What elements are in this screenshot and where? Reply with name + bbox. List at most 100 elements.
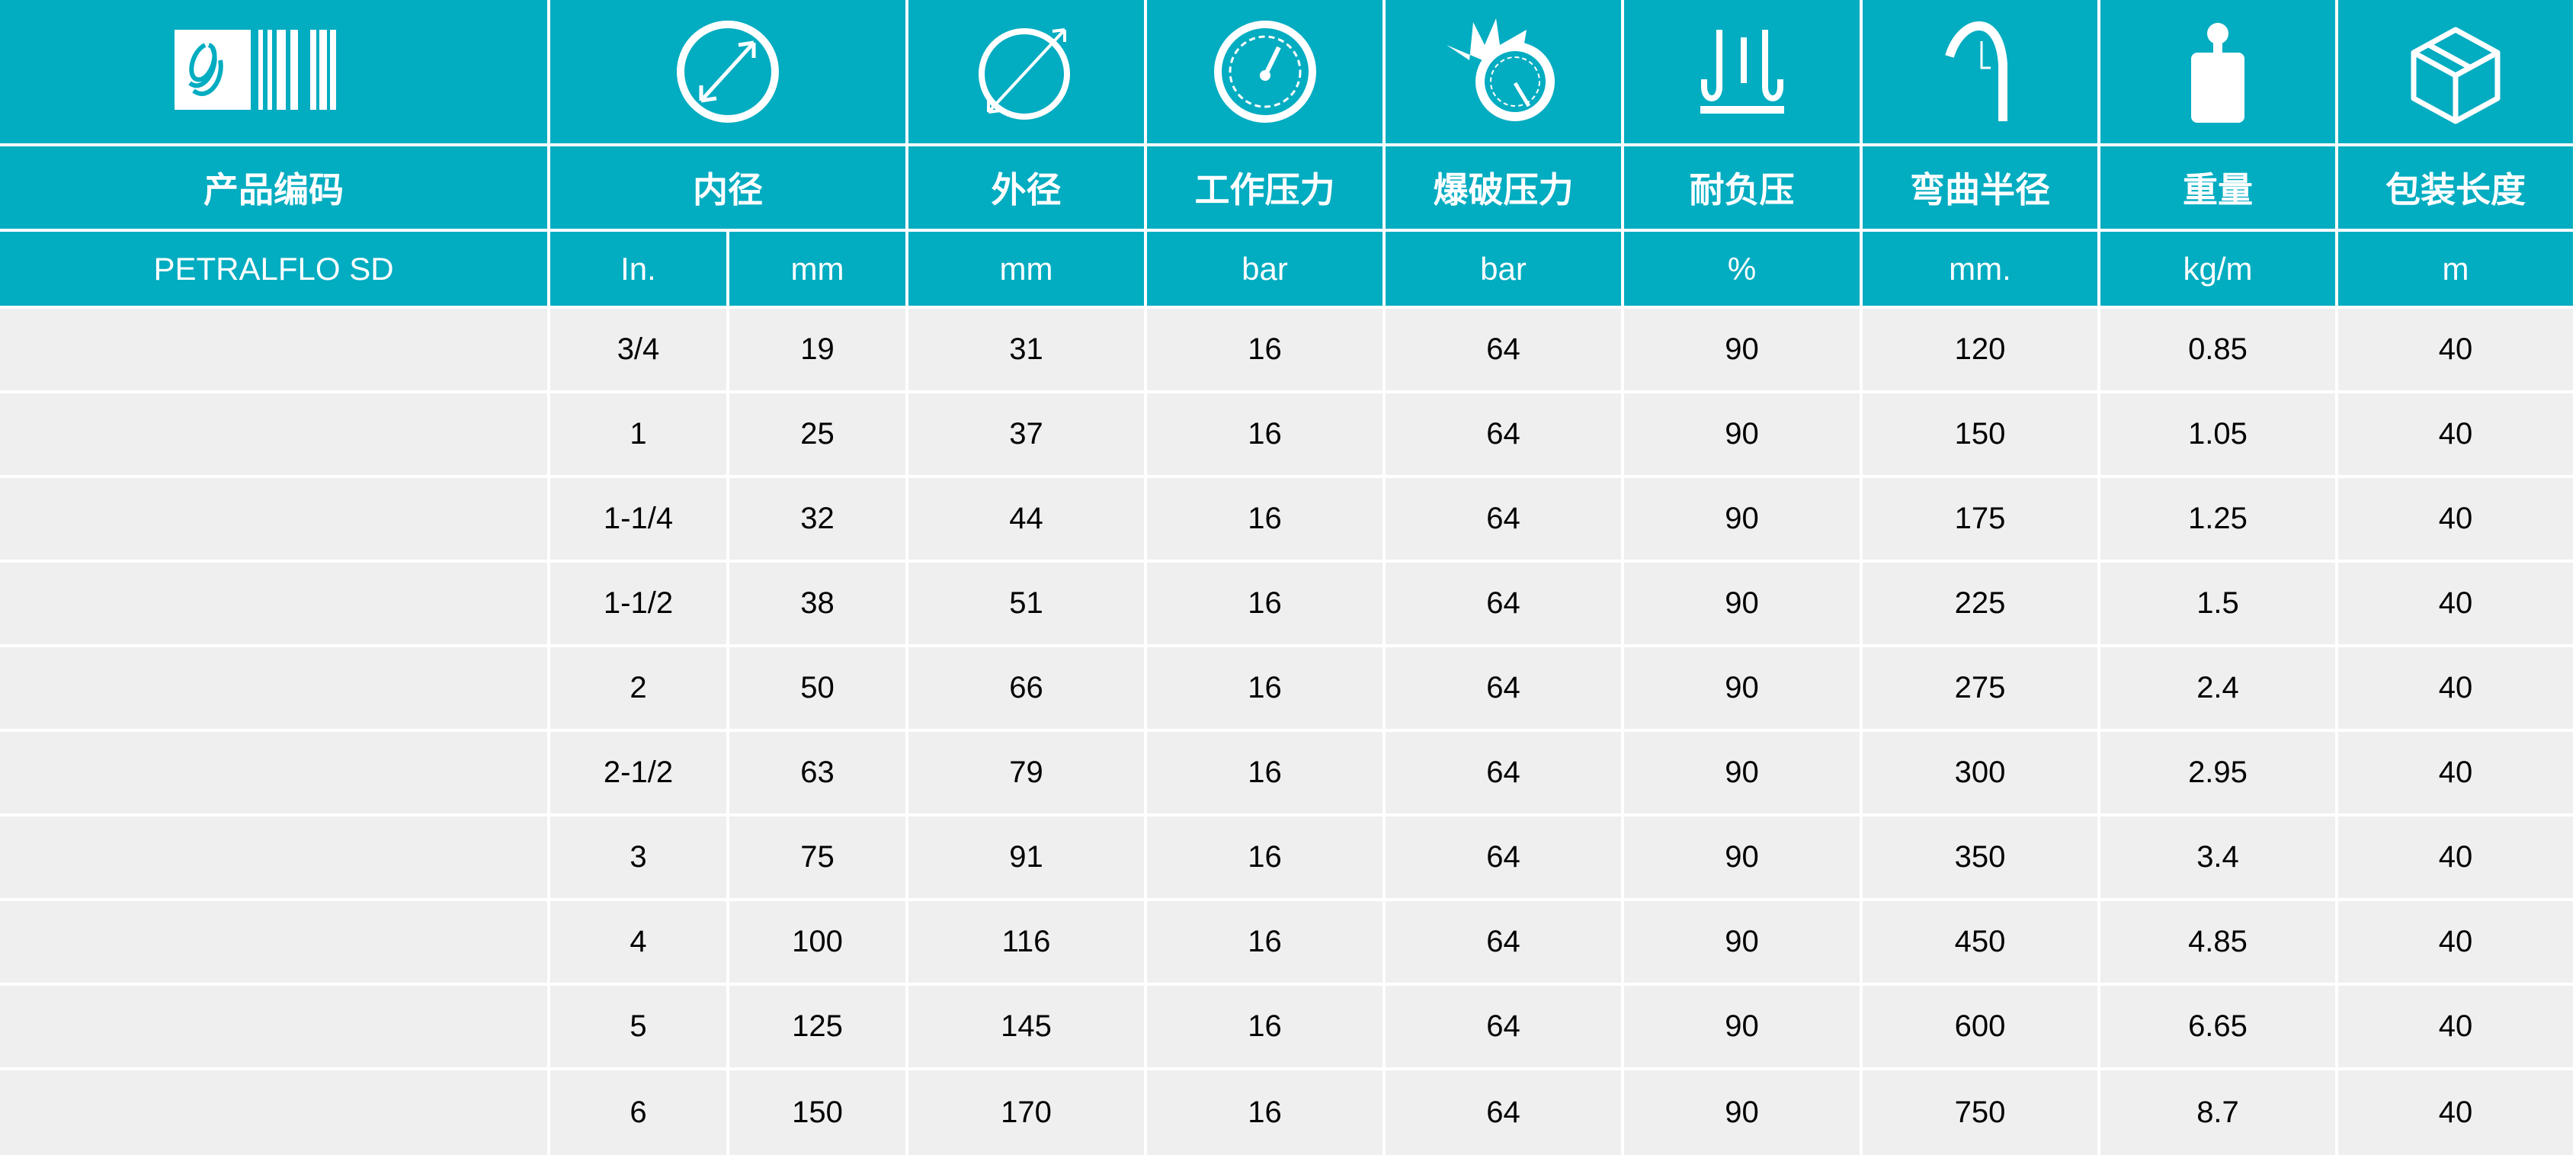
cell-product-code — [0, 393, 547, 475]
cell-package-length: 40 — [2338, 647, 2573, 729]
header-package-length: 包装长度 — [2338, 146, 2573, 229]
cell-working-pressure: 16 — [1147, 817, 1383, 898]
cell-weight: 0.85 — [2100, 309, 2335, 390]
unit-package-length: m — [2338, 232, 2573, 306]
cell-package-length: 40 — [2338, 817, 2573, 898]
cell-outer-diameter: 79 — [908, 732, 1144, 813]
cell-inner-diameter-mm: 32 — [729, 478, 905, 560]
cell-inner-diameter-mm: 150 — [729, 1070, 905, 1155]
cell-bend-radius: 350 — [1863, 817, 2097, 898]
header-weight: 重量 — [2100, 146, 2335, 229]
cell-inner-diameter-mm: 63 — [729, 732, 905, 813]
cell-outer-diameter: 66 — [908, 647, 1144, 729]
cell-outer-diameter: 51 — [908, 563, 1144, 644]
cell-weight: 1.05 — [2100, 393, 2335, 475]
header-working-pressure: 工作压力 — [1147, 146, 1383, 229]
cell-working-pressure: 16 — [1147, 478, 1383, 560]
header-burst-pressure: 爆破压力 — [1386, 146, 1621, 229]
cell-vacuum: 90 — [1624, 986, 1860, 1067]
working-pressure-gauge-icon — [1147, 0, 1383, 143]
header-bend-radius: 弯曲半径 — [1863, 146, 2097, 229]
unit-weight: kg/m — [2100, 232, 2335, 306]
cell-burst-pressure: 64 — [1386, 901, 1621, 983]
cell-inner-diameter-inch: 3/4 — [550, 309, 726, 390]
cell-bend-radius: 275 — [1863, 647, 2097, 729]
cell-bend-radius: 750 — [1863, 1070, 2097, 1155]
cell-package-length: 40 — [2338, 1070, 2573, 1155]
unit-bend-radius: mm. — [1863, 232, 2097, 306]
unit-vacuum: % — [1624, 232, 1860, 306]
cell-burst-pressure: 64 — [1386, 647, 1621, 729]
product-name: PETRALFLO SD — [0, 232, 547, 306]
cell-vacuum: 90 — [1624, 647, 1860, 729]
cell-burst-pressure: 64 — [1386, 1070, 1621, 1155]
header-vacuum: 耐负压 — [1624, 146, 1860, 229]
cell-vacuum: 90 — [1624, 1070, 1860, 1155]
package-box-icon — [2338, 0, 2573, 143]
cell-bend-radius: 175 — [1863, 478, 2097, 560]
cell-working-pressure: 16 — [1147, 647, 1383, 729]
cell-burst-pressure: 64 — [1386, 986, 1621, 1067]
cell-package-length: 40 — [2338, 563, 2573, 644]
cell-inner-diameter-mm: 50 — [729, 647, 905, 729]
cell-vacuum: 90 — [1624, 563, 1860, 644]
cell-inner-diameter-inch: 6 — [550, 1070, 726, 1155]
cell-outer-diameter: 37 — [908, 393, 1144, 475]
burst-pressure-icon — [1386, 0, 1621, 143]
cell-burst-pressure: 64 — [1386, 309, 1621, 390]
cell-burst-pressure: 64 — [1386, 817, 1621, 898]
cell-bend-radius: 450 — [1863, 901, 2097, 983]
cell-inner-diameter-inch: 2 — [550, 647, 726, 729]
cell-package-length: 40 — [2338, 309, 2573, 390]
unit-inner-diameter-mm: mm — [729, 232, 905, 306]
cell-working-pressure: 16 — [1147, 393, 1383, 475]
cell-inner-diameter-mm: 75 — [729, 817, 905, 898]
cell-vacuum: 90 — [1624, 309, 1860, 390]
cell-inner-diameter-inch: 3 — [550, 817, 726, 898]
cell-weight: 6.65 — [2100, 986, 2335, 1067]
cell-weight: 8.7 — [2100, 1070, 2335, 1155]
cell-inner-diameter-mm: 38 — [729, 563, 905, 644]
cell-package-length: 40 — [2338, 393, 2573, 475]
cell-outer-diameter: 44 — [908, 478, 1144, 560]
cell-inner-diameter-inch: 1 — [550, 393, 726, 475]
cell-inner-diameter-mm: 25 — [729, 393, 905, 475]
cell-product-code — [0, 901, 547, 983]
cell-outer-diameter: 31 — [908, 309, 1144, 390]
cell-outer-diameter: 145 — [908, 986, 1144, 1067]
cell-inner-diameter-mm: 19 — [729, 309, 905, 390]
cell-working-pressure: 16 — [1147, 986, 1383, 1067]
inner-diameter-icon — [550, 0, 905, 143]
cell-product-code — [0, 732, 547, 813]
unit-working-pressure: bar — [1147, 232, 1383, 306]
unit-inner-diameter-inch: In. — [550, 232, 726, 306]
cell-bend-radius: 600 — [1863, 986, 2097, 1067]
cell-working-pressure: 16 — [1147, 563, 1383, 644]
cell-product-code — [0, 647, 547, 729]
cell-burst-pressure: 64 — [1386, 563, 1621, 644]
cell-working-pressure: 16 — [1147, 1070, 1383, 1155]
cell-working-pressure: 16 — [1147, 309, 1383, 390]
cell-vacuum: 90 — [1624, 478, 1860, 560]
cell-inner-diameter-inch: 1-1/4 — [550, 478, 726, 560]
cell-product-code — [0, 563, 547, 644]
cell-bend-radius: 150 — [1863, 393, 2097, 475]
cell-working-pressure: 16 — [1147, 901, 1383, 983]
cell-burst-pressure: 64 — [1386, 732, 1621, 813]
cell-weight: 2.95 — [2100, 732, 2335, 813]
cell-bend-radius: 120 — [1863, 309, 2097, 390]
header-outer-diameter: 外径 — [908, 146, 1144, 229]
cell-package-length: 40 — [2338, 732, 2573, 813]
cell-package-length: 40 — [2338, 901, 2573, 983]
vacuum-icon — [1624, 0, 1860, 143]
header-inner-diameter: 内径 — [550, 146, 905, 229]
cell-working-pressure: 16 — [1147, 732, 1383, 813]
unit-outer-diameter: mm — [908, 232, 1144, 306]
header-product-code: 产品编码 — [0, 146, 547, 229]
cell-inner-diameter-mm: 100 — [729, 901, 905, 983]
unit-burst-pressure: bar — [1386, 232, 1621, 306]
logo-barcode-icon — [0, 0, 547, 143]
cell-bend-radius: 300 — [1863, 732, 2097, 813]
bend-radius-icon — [1863, 0, 2097, 143]
